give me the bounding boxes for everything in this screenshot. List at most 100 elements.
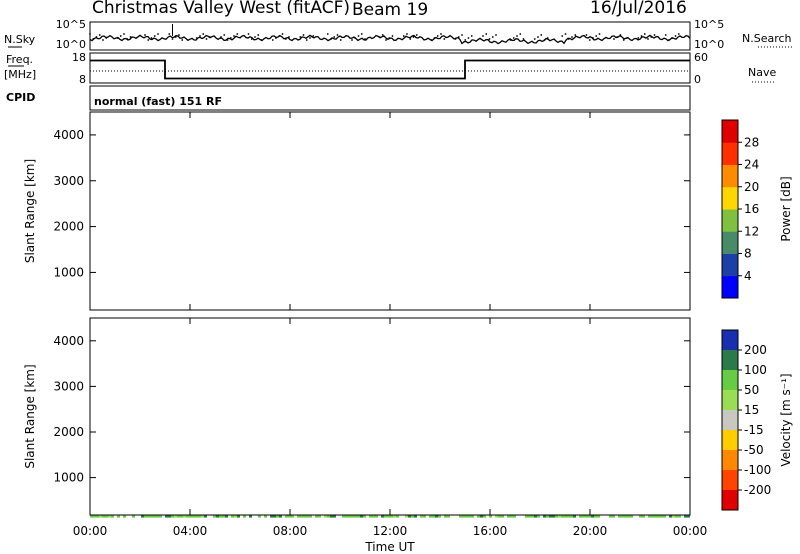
heatmap-cell	[627, 514, 630, 518]
heatmap-cell	[558, 514, 561, 518]
heatmap-cell	[105, 514, 108, 518]
nsearch-point	[616, 36, 619, 38]
nsearch-point	[467, 37, 470, 39]
nsearch-point	[236, 33, 239, 35]
colorbar-tick-label: 8	[744, 247, 752, 261]
heatmap-cell	[549, 514, 552, 518]
heatmap-cell	[396, 514, 399, 518]
nsearch-point	[171, 38, 174, 40]
heatmap-cell	[675, 514, 678, 518]
nsearch-point	[509, 39, 512, 41]
nsearch-point	[336, 34, 339, 36]
nsearch-point	[561, 35, 564, 37]
plot-background	[90, 112, 690, 310]
heatmap-cell	[408, 514, 411, 518]
nsearch-point	[257, 34, 260, 36]
y-axis-label: Slant Range [km]	[23, 159, 37, 263]
colorbar-tick-label: 200	[744, 343, 767, 357]
heatmap-cell	[567, 514, 570, 518]
heatmap-cell	[552, 514, 555, 518]
colorbar-bin	[722, 231, 738, 254]
heatmap-cell	[621, 514, 624, 518]
nsearch-point	[281, 33, 284, 35]
colorbar-bin	[722, 370, 738, 391]
heatmap-cell	[663, 514, 666, 518]
nsearch-point	[406, 33, 408, 35]
nsearch-point	[388, 37, 391, 39]
heatmap-cell	[555, 514, 558, 518]
nsearch-point	[381, 34, 384, 36]
heatmap-cell	[222, 514, 225, 518]
nsearch-point	[330, 38, 332, 40]
x-tick-label: 16:00	[473, 524, 508, 538]
heatmap-cell	[498, 514, 501, 518]
frequency-trace	[90, 59, 690, 80]
heatmap-cell	[564, 514, 567, 518]
heatmap-cell	[570, 514, 573, 518]
heatmap-cell	[264, 514, 267, 518]
colorbar-bin	[722, 120, 738, 143]
heatmap-cell	[423, 514, 426, 518]
nsearch-point	[220, 36, 222, 38]
heatmap-cell	[363, 514, 366, 518]
heatmap-cell	[489, 514, 492, 518]
heatmap-cell	[432, 514, 435, 518]
heatmap-cell	[447, 514, 450, 518]
frequency-panel	[89, 52, 691, 84]
heatmap-cell	[165, 514, 168, 518]
heatmap-cell	[672, 514, 675, 518]
heatmap-cell	[333, 514, 336, 518]
y-axis-label: Slant Range [km]	[23, 364, 37, 468]
nsearch-point	[309, 37, 311, 39]
heatmap-cell	[510, 514, 513, 518]
nsearch-point	[626, 37, 628, 39]
heatmap-cell	[381, 514, 384, 518]
heatmap-cell	[198, 514, 201, 518]
heatmap-cell	[648, 514, 651, 518]
heatmap-cell	[183, 514, 186, 518]
heatmap-cell	[525, 514, 528, 518]
nsearch-point	[354, 37, 357, 39]
nsearch-point	[653, 34, 656, 36]
heatmap-cell	[657, 514, 660, 518]
heatmap-cell	[537, 514, 540, 518]
colorbar-bin	[722, 470, 738, 491]
heatmap-cell	[483, 514, 486, 518]
heatmap-cell	[159, 514, 162, 518]
nsearch-point	[89, 33, 91, 35]
heatmap-cell	[618, 514, 621, 518]
nsearch-point	[275, 37, 277, 39]
heatmap-cell	[429, 514, 432, 518]
freq-tick-left: 8	[79, 73, 86, 86]
heatmap-cell	[225, 514, 228, 518]
colorbar-tick-label: 12	[744, 224, 759, 238]
x-tick-label: 20:00	[573, 524, 608, 538]
nsearch-point	[129, 36, 132, 38]
heatmap-cell	[579, 514, 582, 518]
heatmap-cell	[303, 514, 306, 518]
nsearch-point	[378, 36, 381, 38]
nsearch-point	[470, 35, 473, 37]
nsearch-point	[436, 35, 439, 37]
nsearch-point	[119, 35, 122, 37]
heatmap-cell	[177, 514, 180, 518]
nsearch-point	[588, 39, 591, 41]
heatmap-cell	[147, 514, 150, 518]
heatmap-cell	[309, 514, 312, 518]
nsearch-point	[491, 36, 494, 38]
heatmap-cell	[642, 514, 645, 518]
heatmap-cell	[462, 514, 465, 518]
heatmap-cell	[597, 514, 600, 518]
heatmap-cell	[420, 514, 423, 518]
colorbar-tick-label: -200	[744, 483, 771, 497]
heatmap-cell	[354, 514, 357, 518]
beam-label: Beam 19	[352, 0, 429, 20]
nsearch-point	[433, 37, 436, 39]
colorbar-tick-label: 20	[744, 180, 759, 194]
heatmap-cell	[288, 514, 291, 518]
heatmap-cell	[168, 514, 171, 518]
heatmap-cell	[438, 514, 441, 518]
heatmap-cell	[123, 514, 126, 518]
nsearch-point	[385, 39, 387, 41]
heatmap-cell	[390, 514, 393, 518]
